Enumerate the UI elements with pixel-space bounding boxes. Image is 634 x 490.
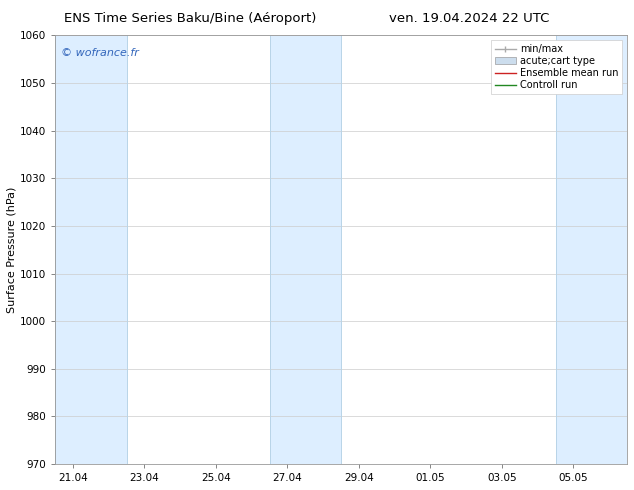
Bar	[269, 35, 341, 464]
Y-axis label: Surface Pressure (hPa): Surface Pressure (hPa)	[7, 187, 17, 313]
Text: © wofrance.fr: © wofrance.fr	[61, 49, 139, 58]
Bar	[55, 35, 127, 464]
Legend: min/max, acute;cart type, Ensemble mean run, Controll run: min/max, acute;cart type, Ensemble mean …	[491, 40, 622, 94]
Text: ENS Time Series Baku/Bine (Aéroport): ENS Time Series Baku/Bine (Aéroport)	[64, 12, 316, 25]
Text: ven. 19.04.2024 22 UTC: ven. 19.04.2024 22 UTC	[389, 12, 549, 25]
Bar	[555, 35, 627, 464]
